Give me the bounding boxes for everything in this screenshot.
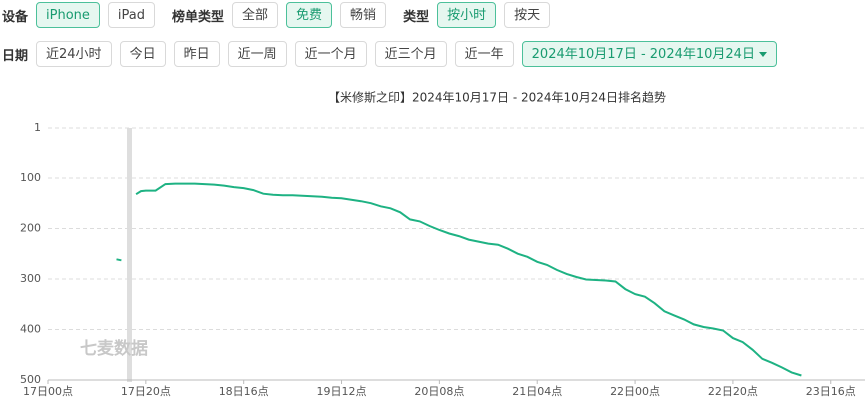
filter-option[interactable]: 全部 [232,2,279,28]
y-tick-label: 200 [20,221,41,234]
y-tick-label: 500 [20,373,41,386]
filter-option[interactable]: 畅销 [340,2,387,28]
y-tick-label: 400 [20,322,41,335]
hover-cursor [127,128,132,382]
x-tick-label: 22日20点 [708,385,758,398]
y-tick-label: 1 [34,121,41,134]
chart-title: 【米修斯之印】2024年10月17日 - 2024年10月24日排名趋势 [328,90,666,105]
caret [758,52,767,57]
filter-label: 设备 [2,9,29,25]
filter-group: 设备 iPhone iPad [2,2,163,28]
x-tick-label: 17日20点 [121,385,171,398]
x-tick-label: 23日16点 [806,385,856,398]
x-tick-label: 21日04点 [512,385,562,398]
filter-label: 日期 [2,48,29,64]
date-option[interactable]: 近一周 [227,41,287,67]
date-row: 日期 近24小时 今日 昨日 近一周 近一个月 近三个月 近一年 2024年10月17日 - 2… [2,40,785,68]
date-option[interactable]: 近一年 [454,41,514,67]
x-tick-label: 17日00点 [23,385,73,398]
line-series [116,182,802,377]
filter-group: 类型 按小时 按天 [403,2,558,28]
date-option[interactable]: 2024年10月17日 - 2024年10月24日 [521,41,777,67]
date-option[interactable]: 今日 [119,41,166,67]
x-tick-label: 18日16点 [219,385,269,398]
y-tick-label: 100 [20,171,41,184]
x-tick-label: 22日00点 [610,385,660,398]
filter-option[interactable]: iPhone [36,2,100,28]
watermark: 七麦数据 [80,338,148,359]
filter-option[interactable]: 免费 [286,2,333,28]
filter-row: 设备 iPhone iPad 榜单类型 全部 免费 畅销 类型 按小时 按天 [2,1,567,29]
filter-label: 榜单类型 [172,9,225,25]
date-option[interactable]: 近24小时 [36,41,112,67]
x-tick-label: 19日12点 [317,385,367,398]
y-tick-label: 300 [20,272,41,285]
x-tick-label: 20日08点 [414,385,464,398]
date-option[interactable]: 昨日 [173,41,220,67]
filter-group: 榜单类型 全部 免费 畅销 [172,2,394,28]
filter-option[interactable]: 按天 [504,2,551,28]
filter-label: 类型 [403,9,430,25]
filter-option[interactable]: 按小时 [437,2,497,28]
date-option[interactable]: 近三个月 [374,41,447,67]
date-option[interactable]: 近一个月 [294,41,367,67]
filter-option[interactable]: iPad [107,2,155,28]
